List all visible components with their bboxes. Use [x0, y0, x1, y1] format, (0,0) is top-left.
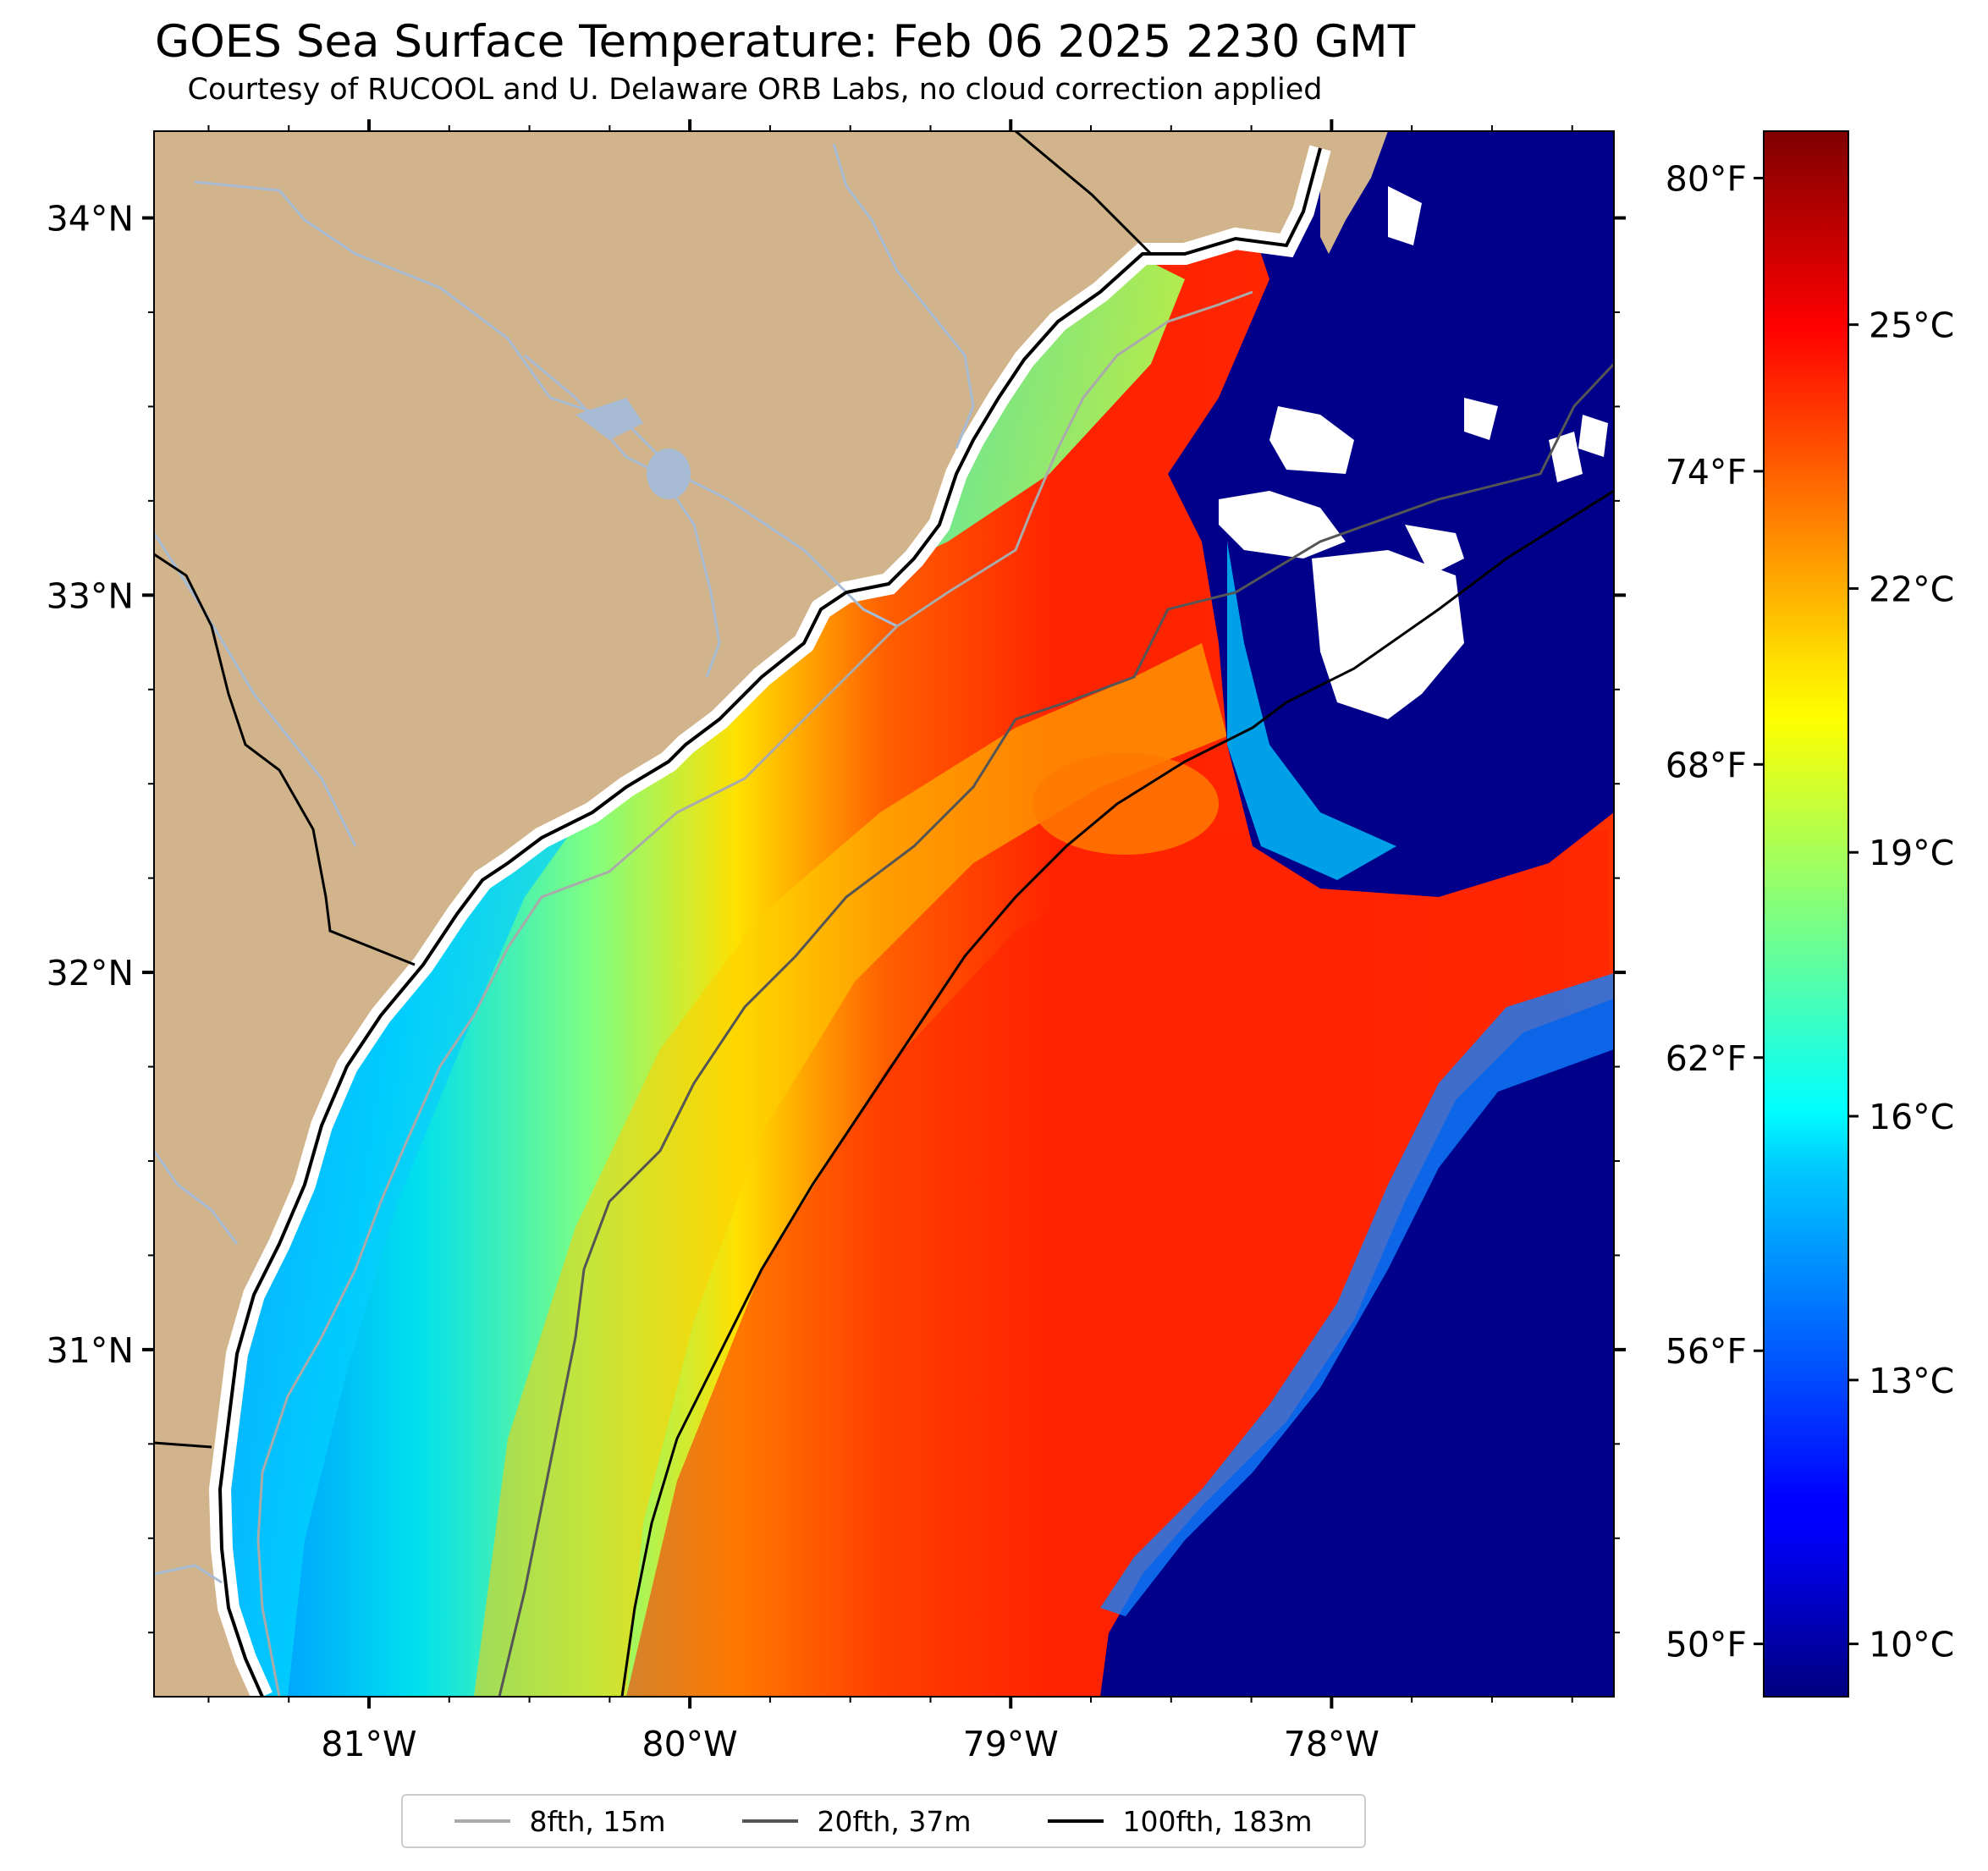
lon-tick-label: 78°W: [1284, 1724, 1379, 1764]
fahrenheit-tick-label: 68°F: [1666, 745, 1747, 785]
isobath-100fth: [620, 489, 1614, 1697]
lon-tick-label: 80°W: [642, 1724, 738, 1764]
legend-line-swatch: [742, 1819, 799, 1823]
fahrenheit-tick-label: 56°F: [1666, 1331, 1747, 1372]
colorbar: [1763, 130, 1849, 1698]
lon-tick-label: 81°W: [321, 1724, 416, 1764]
map-title: GOES Sea Surface Temperature: Feb 06 202…: [155, 16, 1416, 68]
map-axis-labels: 81°W 80°W 79°W 78°W 34°N 33°N 32°N 31°N: [47, 199, 1379, 1764]
colorbar-labels: 10°C 13°C 16°C 19°C 22°C 25°C 50°F 56°F 62°F 68°F…: [1666, 158, 1955, 1665]
legend-label: 20fth, 37m: [817, 1804, 972, 1838]
lat-tick-label: 34°N: [47, 199, 134, 239]
rivers: [154, 143, 975, 1584]
legend-line-swatch: [454, 1819, 511, 1823]
legend-item: 20fth, 37m: [742, 1805, 971, 1838]
colorbar-ticks: [1754, 176, 1859, 1646]
map-axis-ticks: [142, 119, 1626, 1709]
lake-marion: [647, 448, 691, 499]
cold-front-edge: [1227, 542, 1396, 880]
lat-tick-label: 31°N: [47, 1330, 134, 1371]
isobath-legend: 8fth, 15m 20fth, 37m 100fth, 183m: [401, 1794, 1366, 1848]
celsius-tick-label: 13°C: [1869, 1361, 1954, 1401]
legend-item: 8fth, 15m: [454, 1804, 666, 1838]
lat-tick-label: 32°N: [47, 953, 134, 993]
midshelf-warm-band: [474, 643, 1227, 1697]
legend-label: 100fth, 183m: [1122, 1804, 1313, 1838]
cloud-mask: [1219, 186, 1608, 719]
cold-water-edge-southeast: [1100, 973, 1614, 1616]
fahrenheit-tick-label: 50°F: [1666, 1625, 1747, 1665]
fahrenheit-tick-label: 62°F: [1666, 1038, 1747, 1079]
map-subtitle: Courtesy of RUCOOL and U. Delaware ORB L…: [187, 73, 1323, 107]
warm-eddy: [1033, 753, 1219, 855]
coastline: [218, 147, 1322, 1697]
state-borders: [154, 131, 1153, 1449]
isobath-20fth: [498, 362, 1614, 1697]
land-mass-north: [1320, 131, 1388, 254]
lon-tick-label: 79°W: [963, 1724, 1059, 1764]
land-mass: [154, 131, 1320, 1697]
celsius-tick-label: 22°C: [1869, 569, 1954, 609]
legend-item: 100fth, 183m: [1048, 1805, 1312, 1838]
lat-tick-label: 33°N: [47, 575, 134, 616]
celsius-tick-label: 16°C: [1869, 1097, 1954, 1137]
legend-label: 8fth, 15m: [529, 1804, 666, 1838]
legend-line-swatch: [1048, 1819, 1104, 1823]
fahrenheit-tick-label: 74°F: [1666, 452, 1747, 493]
fahrenheit-tick-label: 80°F: [1666, 158, 1747, 199]
lake-moultrie: [575, 398, 643, 440]
celsius-tick-label: 25°C: [1869, 305, 1954, 346]
celsius-tick-label: 19°C: [1869, 833, 1954, 873]
celsius-tick-label: 10°C: [1869, 1625, 1954, 1665]
map-frame: [153, 130, 1615, 1698]
isobath-8fth: [256, 290, 1253, 1697]
map-canvas: [154, 131, 1614, 1697]
cold-water-southeast: [1100, 999, 1614, 1697]
